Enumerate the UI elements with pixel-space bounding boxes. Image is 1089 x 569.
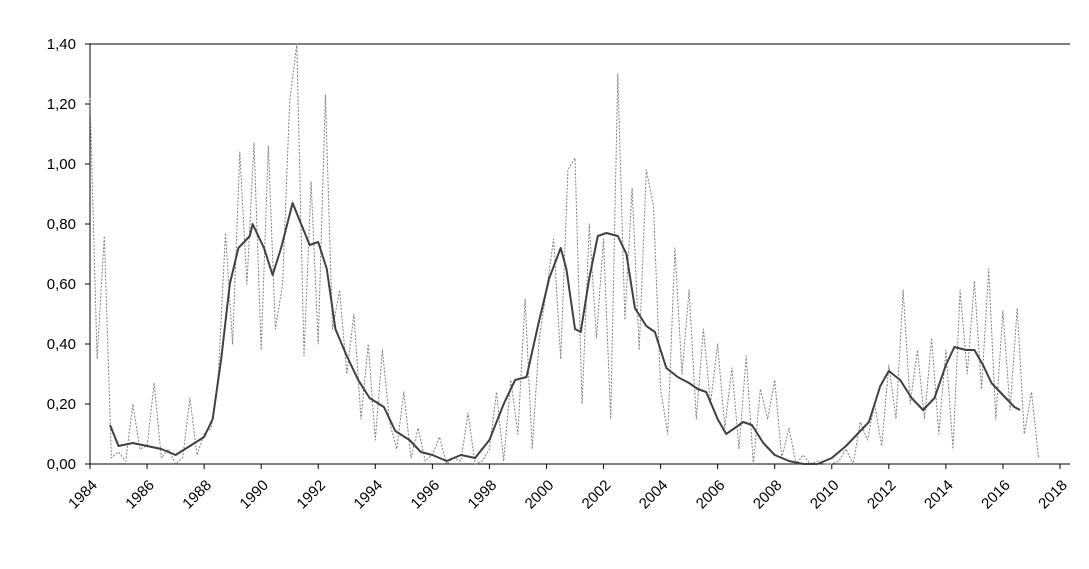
x-tick-label: 2008 <box>750 477 786 513</box>
x-tick-label: 2014 <box>921 477 957 513</box>
x-tick-label: 2006 <box>693 477 729 513</box>
x-tick-label: 1998 <box>465 477 501 513</box>
y-tick-label: 0,60 <box>47 276 76 293</box>
y-tick-label: 0,20 <box>47 396 76 413</box>
x-tick-label: 1984 <box>65 477 101 513</box>
x-tick-label: 1994 <box>351 477 387 513</box>
x-tick-label: 1992 <box>293 477 329 513</box>
x-tick-label: 1988 <box>179 477 215 513</box>
x-tick-label: 2004 <box>636 477 672 513</box>
y-tick-label: 0,40 <box>47 336 76 353</box>
line-series <box>89 43 1040 465</box>
y-tick-label: 0,00 <box>47 456 76 473</box>
line-series <box>109 202 1021 465</box>
x-tick-label: 2010 <box>807 477 843 513</box>
y-tick-label: 1,20 <box>47 96 76 113</box>
x-tick-label: 2018 <box>1035 477 1071 513</box>
x-tick-label: 2012 <box>864 477 900 513</box>
y-tick-label: 1,40 <box>47 36 76 53</box>
x-tick-label: 2016 <box>978 477 1014 513</box>
x-tick-label: 2000 <box>522 477 558 513</box>
y-tick-label: 0,80 <box>47 216 76 233</box>
x-tick-label: 1986 <box>122 477 158 513</box>
x-tick-label: 1990 <box>236 477 272 513</box>
x-tick-label: 1996 <box>408 477 444 513</box>
x-tick-label: 2002 <box>579 477 615 513</box>
y-tick-label: 1,00 <box>47 156 76 173</box>
